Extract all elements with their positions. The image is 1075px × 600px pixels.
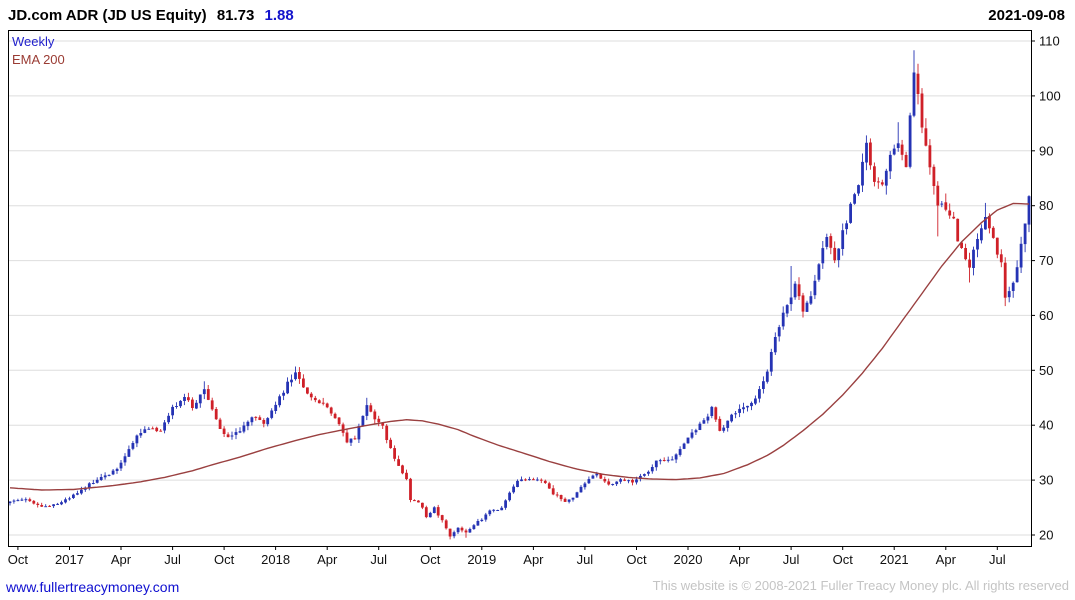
svg-text:Jul: Jul <box>577 552 594 567</box>
svg-text:Apr: Apr <box>729 552 750 567</box>
svg-text:70: 70 <box>1039 253 1053 268</box>
svg-text:2018: 2018 <box>261 552 290 567</box>
svg-text:Apr: Apr <box>936 552 957 567</box>
last-price: 81.73 <box>216 6 255 24</box>
svg-text:Oct: Oct <box>8 552 29 567</box>
svg-text:2017: 2017 <box>55 552 84 567</box>
svg-text:Oct: Oct <box>833 552 854 567</box>
svg-text:60: 60 <box>1039 308 1053 323</box>
svg-text:40: 40 <box>1039 418 1053 433</box>
legend-interval: Weekly <box>12 34 55 49</box>
svg-text:Apr: Apr <box>111 552 132 567</box>
svg-text:50: 50 <box>1039 363 1053 378</box>
chart-title: JD.com ADR (JD US Equity) 81.73 1.88 <box>8 7 300 24</box>
instrument-name: JD.com ADR (JD US Equity) <box>8 6 207 24</box>
svg-text:Apr: Apr <box>523 552 544 567</box>
svg-text:30: 30 <box>1039 473 1053 488</box>
svg-text:Oct: Oct <box>420 552 441 567</box>
svg-text:80: 80 <box>1039 198 1053 213</box>
svg-text:110: 110 <box>1039 34 1060 49</box>
svg-text:2020: 2020 <box>674 552 703 567</box>
legend-ema-200: EMA 200 <box>12 52 65 67</box>
price-chart: 20 30 40 50 60 70 80 90 100 110 Oct 2017 Apr Jul Oct 20… <box>8 30 1061 567</box>
chart-legend: Weekly EMA 200 <box>12 33 65 69</box>
svg-text:Jul: Jul <box>164 552 181 567</box>
svg-text:100: 100 <box>1039 88 1061 103</box>
svg-text:90: 90 <box>1039 143 1053 158</box>
copyright-text: This website is © 2008-2021 Fuller Treac… <box>652 578 1069 593</box>
svg-text:2019: 2019 <box>467 552 496 567</box>
svg-text:2021: 2021 <box>880 552 909 567</box>
chart-date: 2021-09-08 <box>988 6 1065 24</box>
svg-text:Jul: Jul <box>989 552 1006 567</box>
chart-header: JD.com ADR (JD US Equity) 81.73 1.88 202… <box>8 3 1065 27</box>
footer-link[interactable]: www.fullertreacymoney.com <box>6 579 180 595</box>
price-change: 1.88 <box>264 6 294 24</box>
svg-text:Oct: Oct <box>626 552 647 567</box>
svg-text:Oct: Oct <box>214 552 235 567</box>
svg-text:Jul: Jul <box>370 552 387 567</box>
svg-text:20: 20 <box>1039 528 1053 543</box>
svg-text:Jul: Jul <box>783 552 800 567</box>
svg-text:Apr: Apr <box>317 552 338 567</box>
